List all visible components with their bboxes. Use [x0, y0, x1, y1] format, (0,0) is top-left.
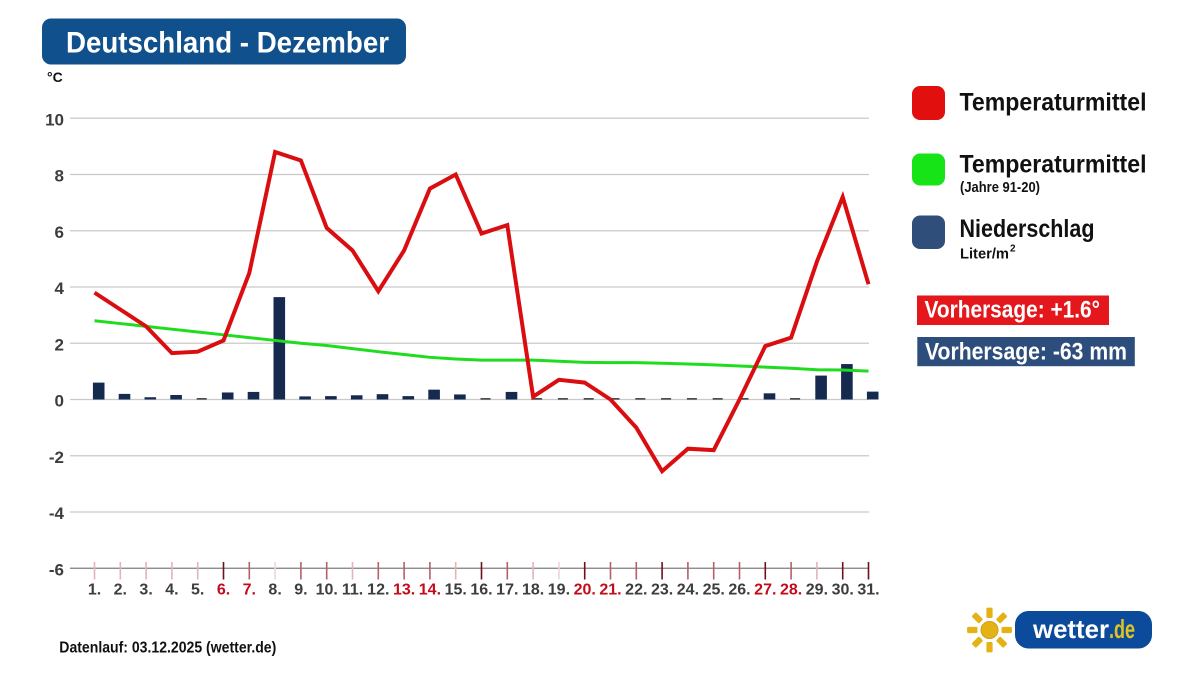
- svg-text:2: 2: [1010, 244, 1016, 255]
- svg-text:.de: .de: [1109, 614, 1135, 644]
- svg-text:Liter/m: Liter/m: [960, 246, 1009, 263]
- svg-text:21.: 21.: [599, 582, 621, 599]
- svg-text:5.: 5.: [191, 582, 204, 599]
- svg-text:13.: 13.: [393, 582, 415, 599]
- svg-text:-4: -4: [49, 504, 65, 523]
- svg-text:wetter: wetter: [1032, 614, 1109, 644]
- svg-text:25.: 25.: [703, 582, 725, 599]
- svg-text:6.: 6.: [217, 582, 230, 599]
- svg-text:°C: °C: [47, 69, 63, 85]
- svg-text:-6: -6: [49, 560, 64, 579]
- svg-text:4.: 4.: [165, 582, 178, 599]
- svg-text:8: 8: [55, 167, 64, 186]
- svg-text:22.: 22.: [625, 582, 647, 599]
- svg-text:10: 10: [45, 110, 64, 129]
- svg-text:Temperaturmittel: Temperaturmittel: [960, 89, 1147, 117]
- svg-text:7.: 7.: [243, 582, 256, 599]
- svg-text:8.: 8.: [268, 582, 281, 599]
- svg-text:10.: 10.: [316, 582, 338, 599]
- svg-text:24.: 24.: [677, 582, 699, 599]
- svg-text:30.: 30.: [832, 582, 854, 599]
- svg-text:(Jahre 91-20): (Jahre 91-20): [960, 179, 1040, 196]
- svg-text:26.: 26.: [728, 582, 750, 599]
- svg-text:17.: 17.: [496, 582, 518, 599]
- svg-text:Deutschland - Dezember: Deutschland - Dezember: [66, 27, 389, 60]
- svg-text:20.: 20.: [574, 582, 596, 599]
- svg-text:9.: 9.: [294, 582, 307, 599]
- svg-text:18.: 18.: [522, 582, 544, 599]
- svg-text:-2: -2: [49, 448, 64, 467]
- svg-text:28.: 28.: [780, 582, 802, 599]
- svg-text:3.: 3.: [139, 582, 152, 599]
- svg-text:19.: 19.: [548, 582, 570, 599]
- svg-text:Vorhersage: -63 mm: Vorhersage: -63 mm: [925, 339, 1127, 366]
- svg-text:Datenlauf: 03.12.2025 (wetter.: Datenlauf: 03.12.2025 (wetter.de): [59, 639, 276, 656]
- svg-text:16.: 16.: [470, 582, 492, 599]
- svg-text:12.: 12.: [367, 582, 389, 599]
- svg-text:Temperaturmittel: Temperaturmittel: [960, 151, 1147, 179]
- svg-text:27.: 27.: [754, 582, 776, 599]
- svg-text:6: 6: [55, 223, 64, 242]
- svg-text:Niederschlag: Niederschlag: [960, 215, 1095, 243]
- svg-text:2: 2: [55, 335, 64, 354]
- svg-text:29.: 29.: [806, 582, 828, 599]
- svg-text:0: 0: [55, 392, 64, 411]
- svg-text:Vorhersage: +1.6°: Vorhersage: +1.6°: [925, 297, 1101, 324]
- svg-text:4: 4: [55, 279, 65, 298]
- svg-text:11.: 11.: [342, 582, 363, 599]
- svg-text:14.: 14.: [419, 582, 441, 599]
- svg-text:15.: 15.: [445, 582, 467, 599]
- svg-text:31.: 31.: [857, 582, 879, 599]
- svg-text:2.: 2.: [114, 582, 127, 599]
- svg-text:1.: 1.: [88, 582, 101, 599]
- svg-text:23.: 23.: [651, 582, 673, 599]
